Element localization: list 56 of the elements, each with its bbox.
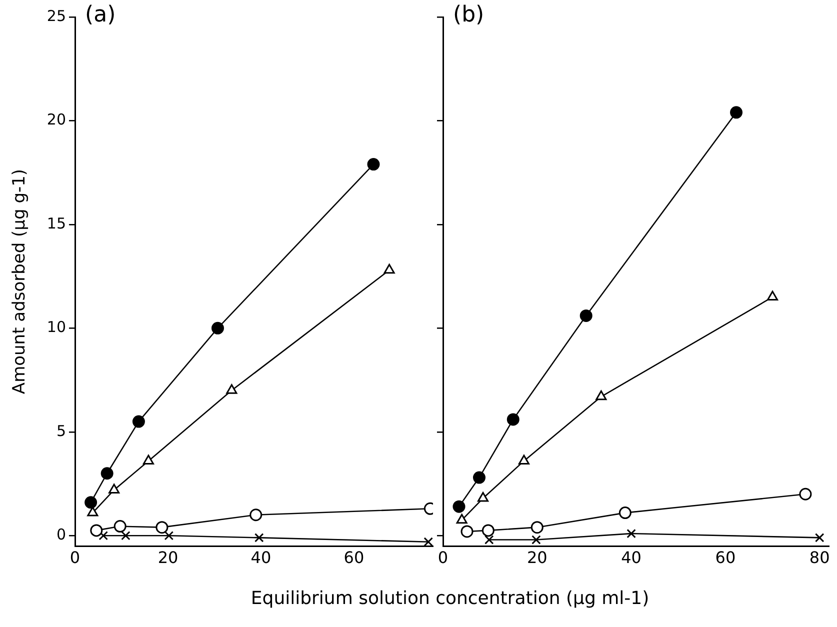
point [156,521,168,534]
point [730,106,743,119]
point [100,467,114,480]
point [580,309,592,322]
point [530,521,544,534]
point [142,454,154,464]
point [518,454,530,464]
x-tick-label: 40 [621,548,642,567]
point [384,264,395,274]
y-tick-label: 10 [46,318,66,336]
y-tick-label: 0 [56,526,66,544]
x-tick-label: 20 [158,548,178,567]
point [114,520,126,533]
point [90,524,103,537]
point [424,537,433,546]
point [767,290,778,301]
point [596,390,607,400]
y-tick-label: 20 [46,110,66,129]
y-tick-label: 15 [46,214,66,232]
chart-title: (b) [453,2,484,28]
point [226,384,238,394]
point [484,535,494,544]
point [814,533,824,542]
point [482,524,494,537]
x-axis-title: Equilibrium solution concentration (µg ml-1) [250,588,650,609]
point [472,471,486,484]
point [367,158,380,171]
x-tick-label: 0 [70,548,80,567]
chart-title: (a) [85,2,116,28]
point [211,322,224,334]
point [164,530,174,540]
point [254,533,264,542]
point [132,415,145,428]
point [87,506,98,516]
point [121,530,130,540]
point [460,525,474,538]
x-tick-label: 60 [344,548,364,567]
x-tick-label: 80 [809,548,830,567]
point [478,492,489,502]
y-tick-label: 25 [46,6,66,25]
point [84,496,98,509]
point [532,535,541,544]
x-tick-label: 40 [250,548,272,567]
x-tick-label: 0 [438,548,448,567]
point [799,488,812,500]
point [250,508,262,522]
point [618,506,632,520]
point [452,500,466,513]
x-tick-label: 60 [715,548,736,567]
y-tick-label: 5 [56,422,66,440]
point [626,528,636,538]
point [108,484,120,494]
point [506,413,520,426]
y-axis-title: Amount adsorbed (µg g-1) [10,168,30,394]
x-tick-label: 20 [526,548,548,567]
point [456,514,468,524]
